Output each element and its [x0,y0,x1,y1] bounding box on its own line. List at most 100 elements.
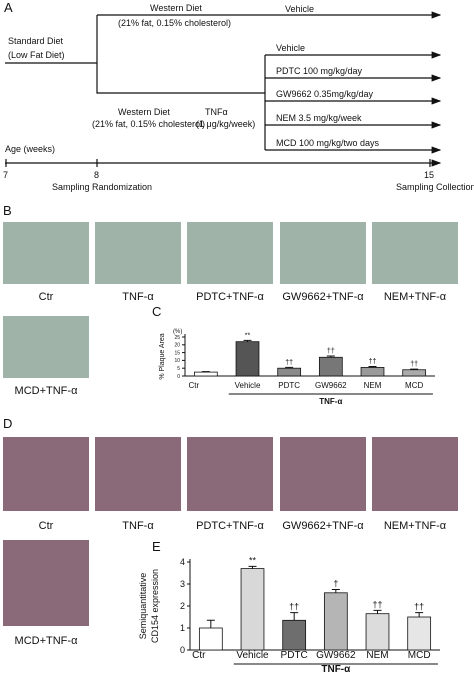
panel-letter: A [4,0,13,15]
axis [184,334,435,377]
error-bar [415,612,424,617]
injection: TNFα [205,107,228,117]
error-bar [368,365,377,368]
y-tick-label: 20 [174,343,180,349]
timeline-ticks [5,159,431,167]
significance: ** [245,332,251,339]
bar [193,371,218,377]
y-axis-title: % Plaque Area [159,333,166,379]
photo [280,437,366,511]
x-tick-label: MCD [405,381,423,390]
x-tick-label: MCD [408,650,431,661]
photo [372,437,458,511]
event: Sampling Randomization [52,182,152,192]
y-tick-label: 4 [180,557,185,567]
y-tick-label: 1 [180,623,185,633]
arm: NEM 3.5 mg/kg/week [276,113,362,123]
photo [187,437,273,511]
arm: Vehicle [276,43,305,53]
significance: ** [249,555,257,565]
x-tick-label: GW9662 [316,650,356,661]
caption: Ctr [39,520,54,532]
caption: NEM+TNF-α [384,291,447,303]
x-tick-label: PDTC [281,650,308,661]
error-bar [410,368,419,370]
significance: †† [369,358,377,365]
captions: Ctr TNF-α PDTC+TNF-α GW9662+TNF-α NEM+TN… [15,520,447,647]
error-bar [285,366,294,369]
panel-letter: B [3,203,12,218]
arm: MCD 100 mg/kg/two days [276,138,380,148]
caption: PDTC+TNF-α [196,291,264,303]
event: Sampling Collection [396,182,474,192]
bar [365,613,390,651]
y-tick-label: 15 [174,350,180,356]
arm: PDTC 100 mg/kg/day [276,66,363,76]
significance: †† [327,348,335,355]
diet: (21% fat, 0.15% cholesterol) [92,119,205,129]
significance: †† [372,599,382,609]
photo [3,540,89,626]
photo [280,222,366,284]
timeline-title: Age (weeks) [5,144,55,154]
diet: Western Diet [150,3,202,13]
arms: Vehicle PDTC 100 mg/kg/day GW9662 0.35mg… [265,43,442,154]
caption: PDTC+TNF-α [196,520,264,532]
photo [372,222,458,284]
y-tick-label: 2 [180,601,185,611]
photo [187,222,273,284]
y-axis-title: Semiquantitative [138,573,148,640]
significance: †† [285,359,293,366]
age: 15 [424,170,434,180]
caption: Ctr [39,291,54,303]
error-bar [243,339,252,342]
significance: †† [289,602,299,612]
bar [402,369,427,377]
error-bar [331,589,340,593]
caption: TNF-α [122,291,154,303]
y-axis-title: CD154 expression [150,569,160,643]
caption: TNF-α [122,520,154,532]
panel-letter: C [152,304,161,319]
axis [189,559,440,651]
age: 8 [94,170,99,180]
caption: NEM+TNF-α [384,520,447,532]
x-tick-label: Ctr [192,650,206,661]
y-tick-label: 5 [177,366,180,372]
bar [318,356,343,377]
y-tick-label: 0 [180,645,185,655]
photo [95,222,181,284]
error-bar [248,565,257,569]
diet: Western Diet [118,107,170,117]
arm: Vehicle [285,4,314,14]
error-bar [373,609,382,614]
x-tick-label: GW9662 [315,381,347,390]
group-label: TNF-α [319,397,342,406]
panel-letter: E [152,539,161,554]
photo [95,437,181,511]
x-tick-label: Vehicle [235,381,261,390]
y-tick-label: 10 [174,358,180,364]
y-tick-label: 3 [180,579,185,589]
error-bar [206,619,215,628]
bar [235,341,260,377]
bar [277,367,302,377]
bar [240,568,265,651]
caption: MCD+TNF-α [15,385,79,397]
bar [282,619,307,651]
bar [360,367,385,377]
caption: MCD+TNF-α [15,635,79,647]
histology-row [3,222,458,378]
schedule-line [5,15,265,94]
y-tick-label: 25 [174,335,180,341]
x-tick-label: Ctr [188,381,199,390]
x-tick-label: NEM [364,381,382,390]
photo [3,316,89,378]
caption: GW9662+TNF-α [282,520,364,532]
x-tick-label: NEM [366,650,388,661]
arm: GW9662 0.35mg/kg/day [276,89,374,99]
diet: (21% fat, 0.15% cholesterol) [118,18,231,28]
ihc-row [3,437,458,626]
start-diet: Standard Diet [8,36,64,46]
